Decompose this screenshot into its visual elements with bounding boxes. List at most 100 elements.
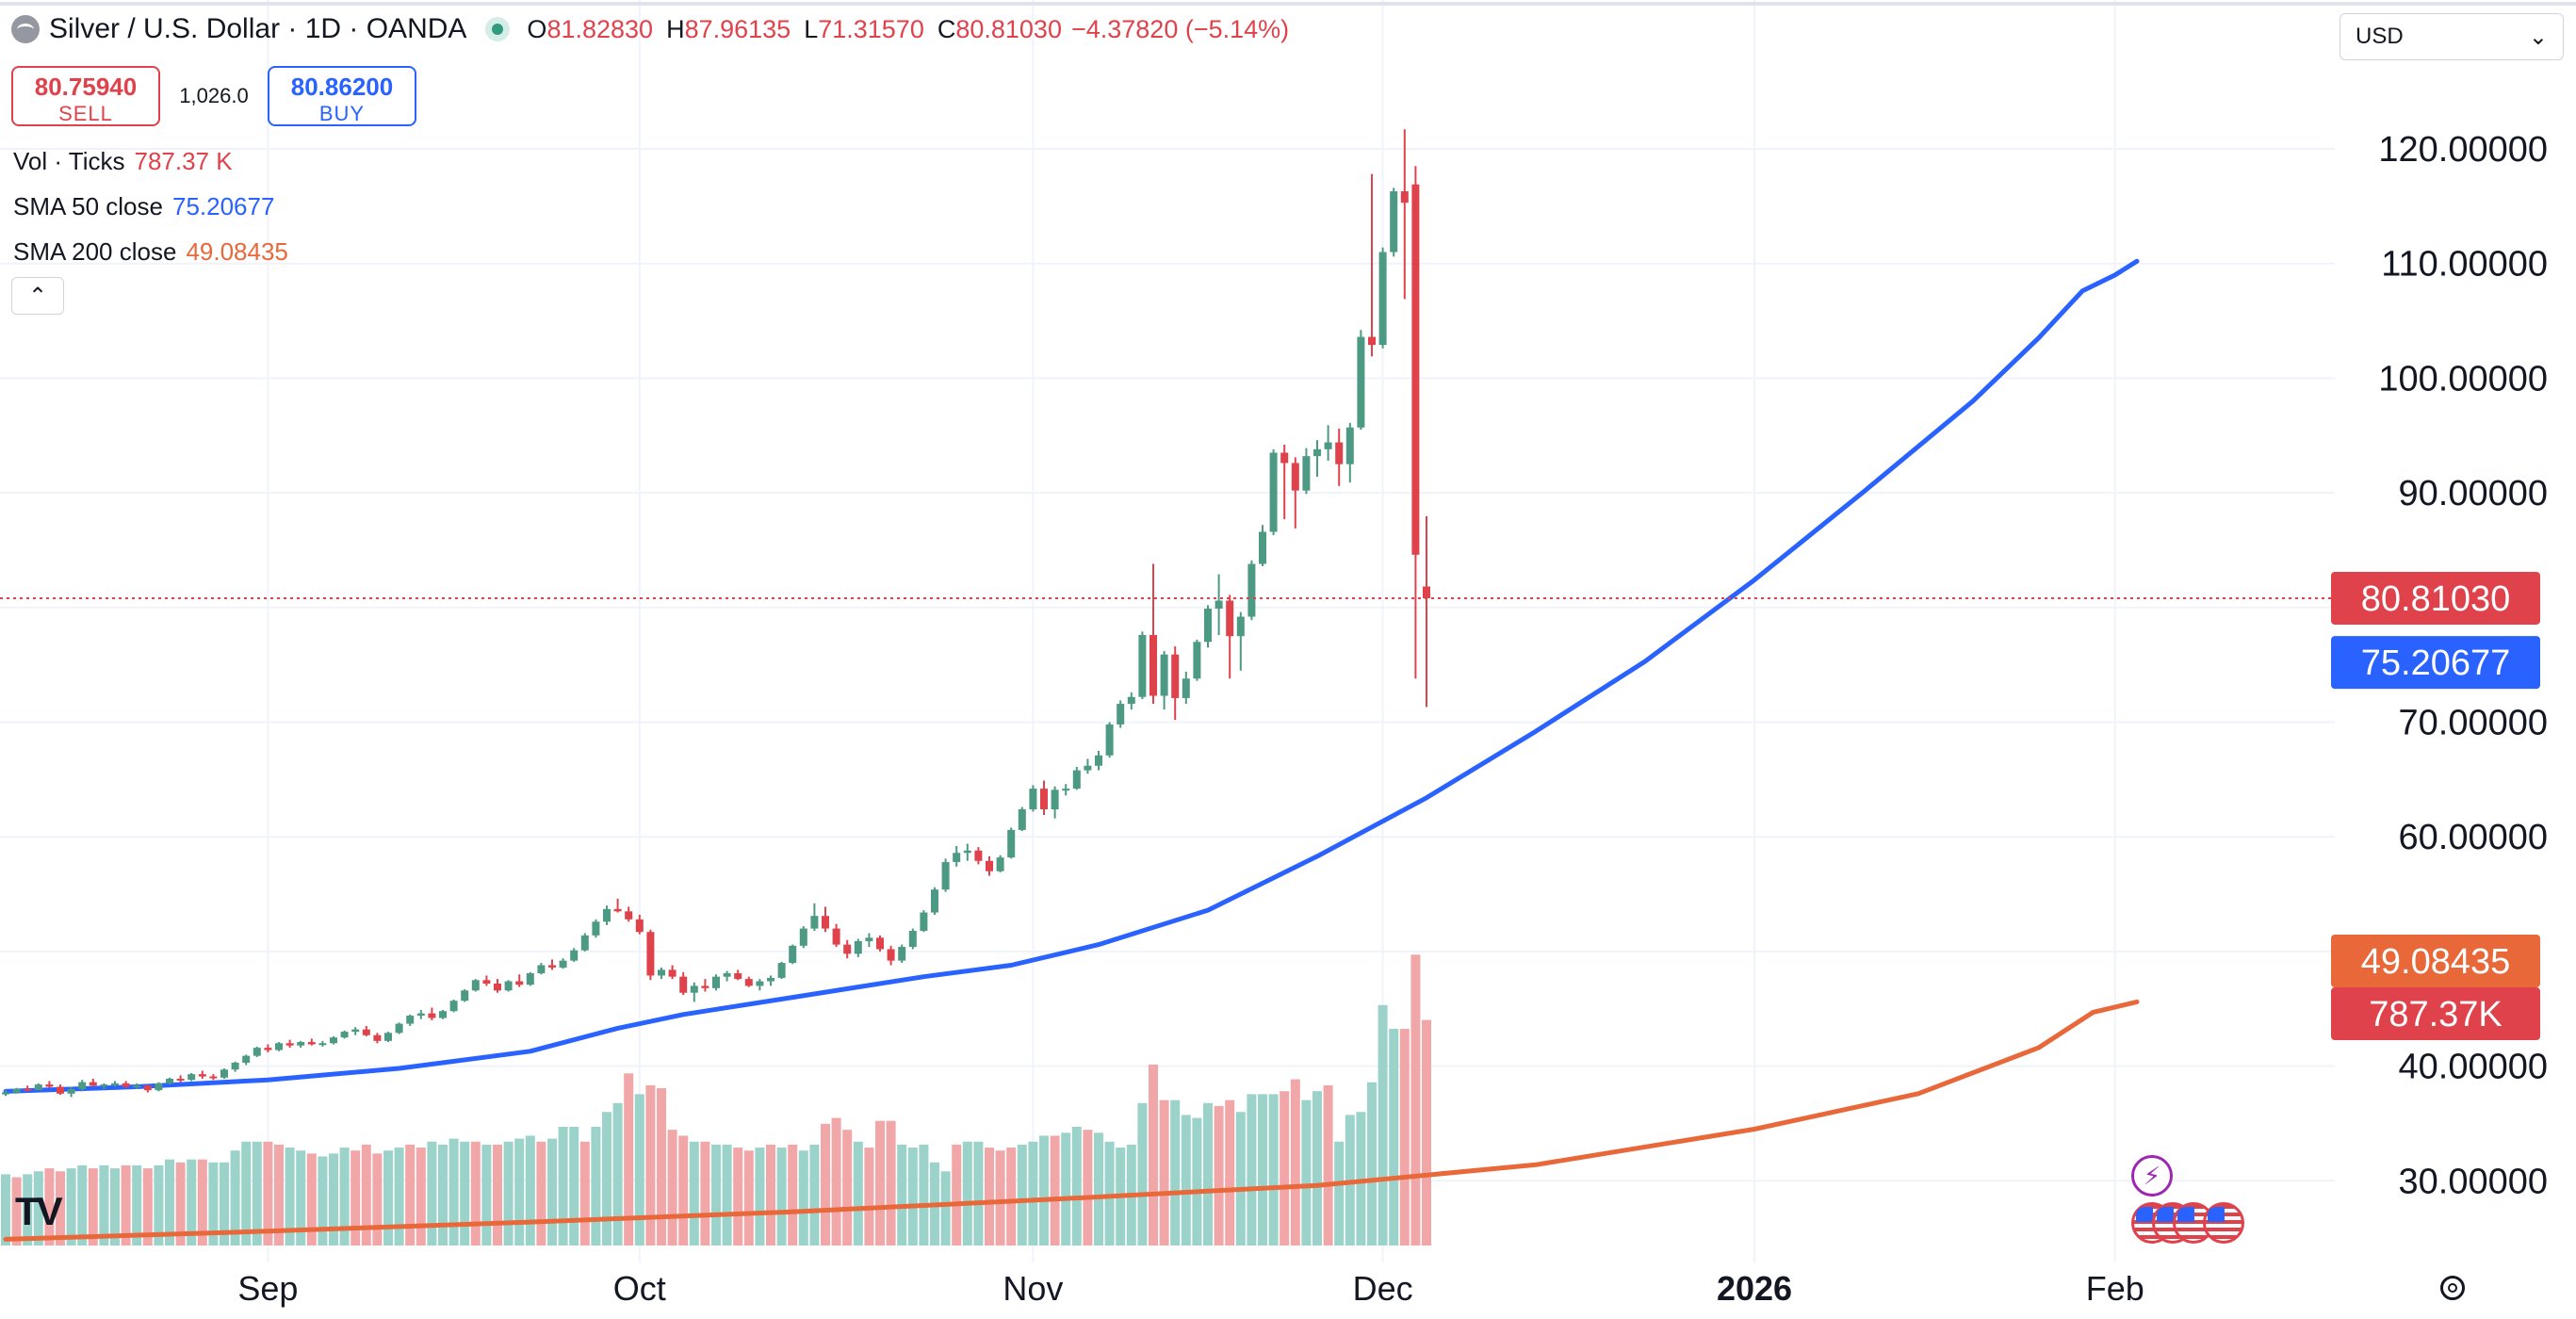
candle bbox=[537, 963, 546, 975]
price-tags: 80.81030 75.20677 49.08435 787.37K bbox=[2331, 571, 2540, 1040]
volume-bar bbox=[175, 1162, 186, 1246]
candle bbox=[34, 1083, 42, 1091]
volume-bar bbox=[1422, 1019, 1431, 1246]
volume-bar bbox=[1, 1174, 10, 1246]
candle bbox=[187, 1072, 196, 1082]
candle bbox=[176, 1075, 185, 1083]
symbol-title[interactable]: Silver / U.S. Dollar · 1D · OANDA bbox=[49, 13, 467, 44]
volume-bar bbox=[907, 1148, 918, 1246]
candle-body bbox=[78, 1082, 87, 1089]
candle-body bbox=[198, 1074, 206, 1077]
volume-bar bbox=[919, 1144, 929, 1246]
candle-body bbox=[887, 949, 895, 961]
candle bbox=[1072, 766, 1081, 790]
candle-body bbox=[603, 908, 611, 922]
volume-bar bbox=[416, 1148, 426, 1246]
grid-lines bbox=[0, 0, 2576, 1262]
volume-bar bbox=[1181, 1115, 1191, 1246]
settings-gear-icon[interactable] bbox=[2440, 1276, 2465, 1300]
indicator-sma200-label: SMA 200 close bbox=[13, 237, 177, 266]
volume-bar bbox=[591, 1127, 601, 1246]
candle bbox=[1007, 827, 1016, 859]
candle bbox=[559, 958, 567, 969]
volume-bar bbox=[1301, 1099, 1312, 1246]
candle-body bbox=[111, 1083, 119, 1085]
volume-bar bbox=[252, 1141, 262, 1246]
candle bbox=[1400, 129, 1409, 300]
indicator-sma50[interactable]: SMA 50 close 75.20677 bbox=[13, 192, 274, 221]
volume-bar bbox=[383, 1150, 393, 1246]
candle bbox=[1378, 247, 1387, 349]
candle-body bbox=[1247, 563, 1256, 617]
volume-bar bbox=[197, 1159, 207, 1246]
currency-select[interactable]: USD ⌄ bbox=[2340, 13, 2564, 60]
candle bbox=[111, 1081, 119, 1087]
candle-body bbox=[777, 963, 786, 978]
candle bbox=[712, 974, 720, 991]
candle-body bbox=[767, 977, 774, 982]
volume-bar bbox=[1312, 1091, 1322, 1246]
candle bbox=[1193, 639, 1201, 681]
volume-bar bbox=[230, 1150, 240, 1246]
volume-bar bbox=[995, 1150, 1005, 1246]
candle bbox=[646, 929, 655, 981]
candle bbox=[133, 1083, 141, 1089]
candle-body bbox=[635, 919, 644, 933]
candle bbox=[1390, 187, 1398, 257]
candle bbox=[1182, 671, 1190, 705]
time-axis-label: Feb bbox=[2086, 1269, 2144, 1308]
candle bbox=[78, 1080, 87, 1092]
indicator-sma200[interactable]: SMA 200 close 49.08435 bbox=[13, 237, 288, 267]
us-flag-icon[interactable] bbox=[2203, 1202, 2244, 1244]
collapse-legend-button[interactable]: ⌃ bbox=[11, 277, 64, 315]
volume-bar bbox=[493, 1144, 502, 1246]
candle bbox=[67, 1086, 75, 1098]
time-axis-label: Oct bbox=[613, 1269, 666, 1308]
sell-button[interactable]: 80.75940 SELL bbox=[11, 66, 160, 126]
lightning-icon[interactable]: ⚡ bbox=[2131, 1155, 2173, 1197]
volume-bar bbox=[809, 1144, 820, 1246]
volume-bar bbox=[44, 1168, 55, 1246]
candle-body bbox=[1313, 448, 1321, 457]
candle bbox=[1345, 422, 1354, 483]
candle bbox=[908, 928, 917, 950]
volume-bar bbox=[1071, 1127, 1082, 1246]
volume-bar bbox=[798, 1150, 808, 1246]
candle-body bbox=[580, 935, 589, 951]
candle-body bbox=[504, 981, 513, 991]
candle-body bbox=[1105, 724, 1114, 756]
candle bbox=[340, 1030, 349, 1039]
candle bbox=[1269, 448, 1278, 536]
candle bbox=[307, 1038, 316, 1046]
volume-bar bbox=[1214, 1105, 1224, 1246]
price-axis-label: 30.00000 bbox=[2399, 1162, 2549, 1201]
volume-bar bbox=[263, 1141, 273, 1246]
volume-bar bbox=[460, 1141, 470, 1246]
buy-label: BUY bbox=[318, 102, 366, 125]
buy-button[interactable]: 80.86200 BUY bbox=[268, 66, 416, 126]
candle bbox=[515, 974, 524, 987]
candle bbox=[843, 939, 852, 959]
candle bbox=[155, 1082, 163, 1092]
candle bbox=[1280, 444, 1289, 520]
candle bbox=[996, 855, 1004, 872]
volume-bar bbox=[132, 1164, 142, 1246]
indicator-volume[interactable]: Vol · Ticks 787.37 K bbox=[13, 147, 233, 176]
candle bbox=[1051, 786, 1059, 819]
candle-body bbox=[712, 976, 720, 988]
candle-body bbox=[330, 1037, 337, 1044]
volume-bar bbox=[1247, 1094, 1257, 1246]
candle-body bbox=[1171, 654, 1180, 698]
price-axis-label: 60.00000 bbox=[2399, 818, 2549, 857]
volume-bar bbox=[1367, 1082, 1377, 1246]
candle-body bbox=[253, 1048, 261, 1056]
volume-bar bbox=[427, 1141, 437, 1246]
candle bbox=[920, 910, 928, 933]
tradingview-logo[interactable]: TV bbox=[15, 1189, 63, 1233]
candle-body bbox=[1138, 635, 1147, 697]
volume-bar bbox=[667, 1130, 677, 1246]
price-tag: 75.20677 bbox=[2331, 636, 2540, 690]
volume-bar bbox=[1050, 1135, 1060, 1246]
candle bbox=[756, 979, 764, 991]
